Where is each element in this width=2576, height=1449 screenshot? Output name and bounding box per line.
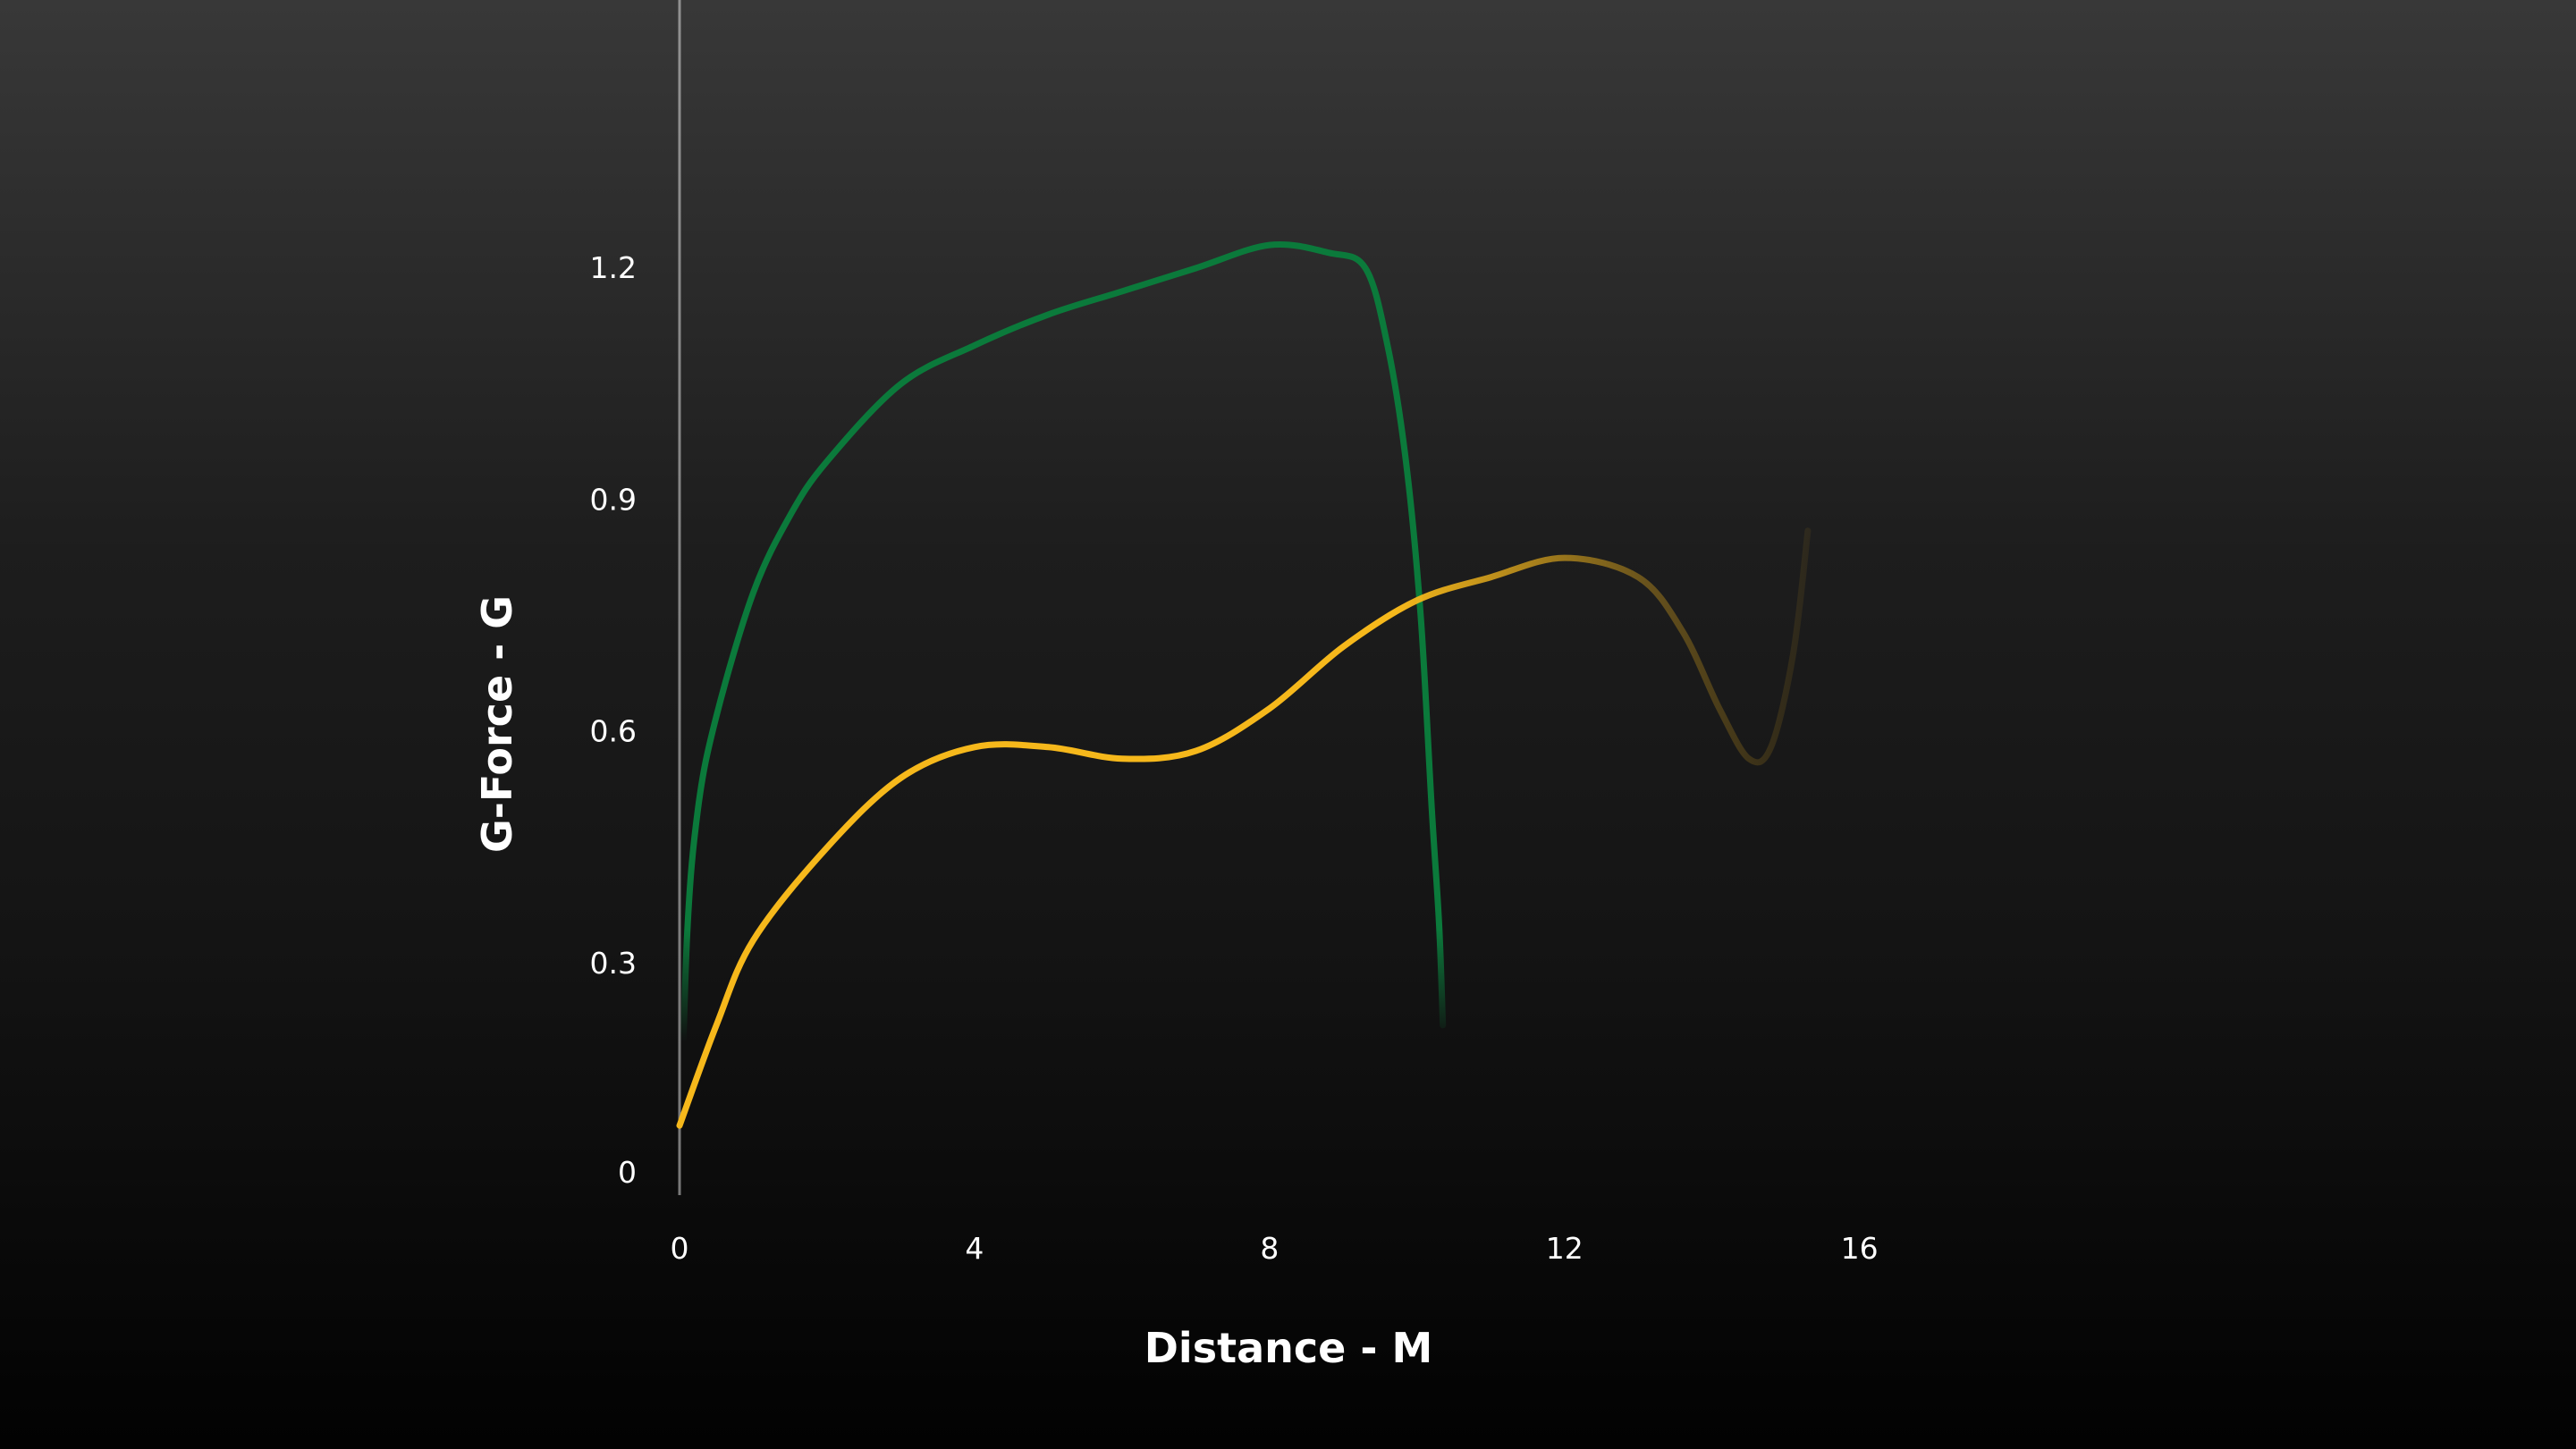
x-tick-label: 0 [671,1231,689,1266]
series-line-2 [676,527,1812,1129]
x-axis-title: Distance - M [1144,1324,1432,1372]
x-tick-label: 12 [1546,1231,1584,1266]
series-line-1 [676,240,1447,1199]
y-tick-label: 0 [618,1155,637,1190]
y-axis-title: G-Force - G [473,595,521,853]
y-tick-label: 0.9 [590,482,637,517]
y-tick-label: 1.2 [590,250,637,285]
series-lines [676,240,1812,1199]
x-tick-label: 4 [965,1231,984,1266]
tick-labels: 0 0.3 0.6 0.9 1.2 0 4 8 12 16 [590,250,1879,1266]
grid [678,0,2405,1197]
x-tick-label: 16 [1841,1231,1879,1266]
y-tick-label: 0.6 [590,714,637,749]
x-tick-label: 8 [1260,1231,1279,1266]
y-tick-label: 0.3 [590,946,637,981]
